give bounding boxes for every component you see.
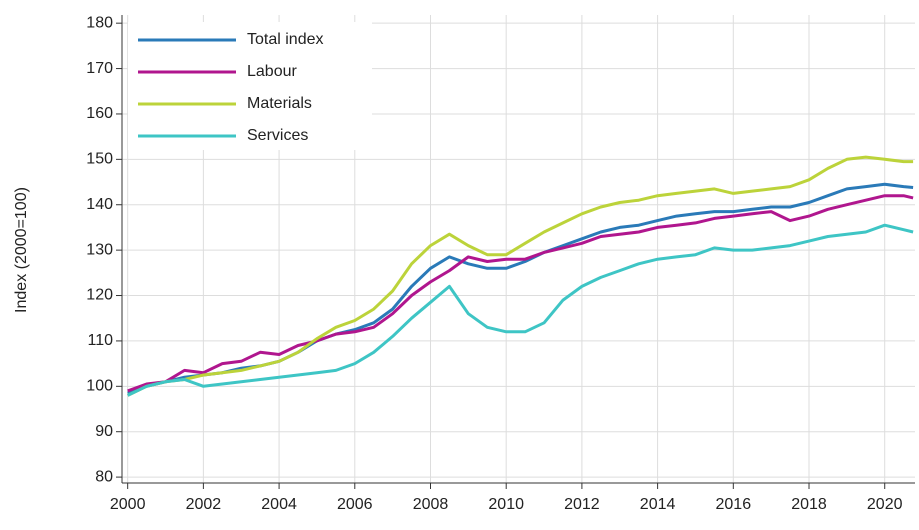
y-tick-label: 150 (86, 151, 113, 168)
y-tick-label: 120 (86, 287, 113, 304)
y-tick-label: 140 (86, 196, 113, 213)
x-tick-label: 2018 (791, 496, 827, 513)
legend-label: Services (247, 127, 308, 144)
x-tick-label: 2014 (640, 496, 676, 513)
x-tick-label: 2016 (716, 496, 752, 513)
y-tick-label: 110 (87, 332, 113, 349)
series-line (127, 194, 914, 393)
series-line (127, 155, 914, 397)
legend-label: Labour (247, 63, 297, 80)
y-tick-label: 80 (95, 468, 113, 485)
legend-label: Total index (247, 31, 324, 48)
y-tick-label: 180 (86, 14, 113, 31)
x-tick-label: 2000 (110, 496, 146, 513)
y-tick-label: 170 (86, 60, 113, 77)
y-tick-label: 160 (86, 105, 113, 122)
x-tick-label: 2010 (488, 496, 524, 513)
series-line (127, 223, 914, 397)
series-line (127, 182, 914, 395)
y-tick-label: 90 (95, 423, 113, 440)
legend-box (128, 22, 372, 150)
x-tick-label: 2012 (564, 496, 600, 513)
x-tick-label: 2008 (413, 496, 449, 513)
y-axis-label: Index (2000=100) (13, 187, 30, 313)
x-tick-label: 2020 (867, 496, 903, 513)
legend-label: Materials (247, 95, 312, 112)
x-tick-label: 2004 (261, 496, 297, 513)
x-tick-label: 2002 (186, 496, 222, 513)
x-tick-label: 2006 (337, 496, 373, 513)
y-tick-label: 130 (86, 241, 113, 258)
y-tick-label: 100 (86, 378, 113, 395)
